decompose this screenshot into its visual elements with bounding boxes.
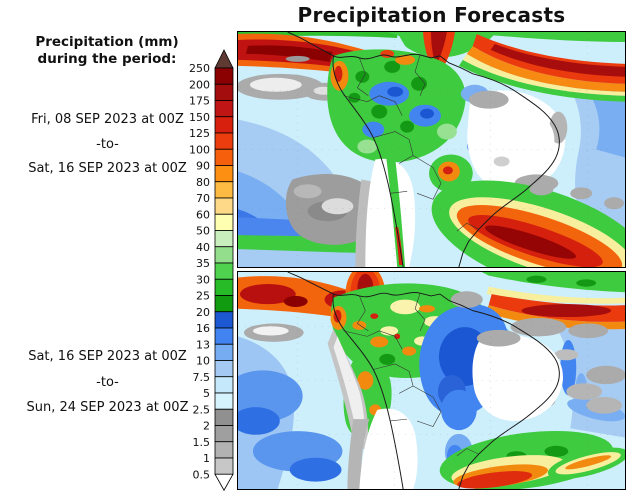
colorbar-tick-label: 2.5 [193, 403, 211, 416]
colorbar-segment [214, 83, 234, 101]
colorbar-segment [214, 441, 234, 459]
colorbar-segment [214, 278, 234, 296]
colorbar-segment [214, 132, 234, 150]
colorbar-tick-label: 80 [196, 176, 210, 189]
forecast-map-2-svg [238, 272, 625, 489]
period1-start: Fri, 08 SEP 2023 at 00Z [31, 112, 184, 127]
colorbar-segment [214, 262, 234, 280]
colorbar-tick-label: 16 [196, 322, 210, 335]
colorbar-segment [214, 457, 234, 475]
sidebar-header-line2: during the period: [37, 51, 177, 67]
colorbar-tick-label: 60 [196, 208, 210, 221]
colorbar-segment [214, 197, 234, 215]
colorbar-tick-label: 90 [196, 160, 210, 173]
pacific-gray-patches-1 [238, 73, 348, 101]
period2-start: Sat, 16 SEP 2023 at 00Z [28, 349, 187, 364]
colorbar-tick-label: 250 [189, 62, 210, 75]
period1-end: Sat, 16 SEP 2023 at 00Z [28, 161, 187, 176]
dry-argentina-2 [327, 329, 418, 489]
graticule-2 [238, 272, 625, 489]
colorbar-segment [214, 295, 234, 313]
colorbar-segment [214, 246, 234, 264]
colorbar-segment [214, 425, 234, 443]
colorbar-tick-label: 100 [189, 143, 210, 156]
colorbar-tick-label: 200 [189, 78, 210, 91]
country-borders-1 [343, 54, 479, 232]
page-title: Precipitation Forecasts [297, 3, 566, 27]
colorbar-segment [214, 230, 234, 248]
colorbar-tick-label: 30 [196, 273, 210, 286]
southeast-rain-band-1 [429, 154, 625, 267]
colorbar-tick-label: 25 [196, 290, 210, 303]
colorbar-tick-label: 35 [196, 257, 210, 270]
colorbar-tick-label: 150 [189, 111, 210, 124]
colorbar-svg: 2502001751501251009080706050403530252016… [189, 49, 234, 492]
colorbar-tick-label: 10 [196, 355, 210, 368]
colorbar-segment [214, 148, 234, 166]
sidebar-header: Precipitation (mm) during the period: [6, 34, 208, 68]
colorbar-segment [214, 213, 234, 231]
colorbar-tick-label: 20 [196, 306, 210, 319]
colorbar-tick-label: 70 [196, 192, 210, 205]
colorbar-tick-label: 13 [196, 338, 210, 351]
period2-separator: -to- [96, 375, 119, 390]
colorbar-segment [214, 360, 234, 378]
colorbar-tick-label: 40 [196, 241, 210, 254]
colorbar-segment [214, 67, 234, 85]
ocean-blue-regions-2 [238, 327, 625, 489]
colorbar-tick-label: 50 [196, 225, 210, 238]
graticule-1 [238, 32, 625, 267]
forecast-map-panel-2 [237, 271, 626, 490]
colorbar-bottom-arrow [214, 473, 234, 492]
pacific-gray-patches-2 [243, 323, 304, 342]
country-borders-2 [343, 293, 479, 457]
forecast-map-1-svg [238, 32, 625, 267]
colorbar-segment [214, 100, 234, 118]
precipitation-colorbar: 250 200 175 150 125 100 90 80 70 60 50 40 35 30 25 20 16… [170, 44, 235, 492]
colorbar-tick-label: 5 [203, 387, 210, 400]
colorbar-segment [214, 392, 234, 410]
period1-separator: -to- [96, 137, 119, 152]
colorbar-segment [214, 408, 234, 426]
forecast-map-panel-1 [237, 31, 626, 268]
colorbar-segment [214, 376, 234, 394]
uruguay-rain-band-2 [439, 430, 625, 489]
colorbar-segment [214, 311, 234, 329]
dry-east-brazil-2 [472, 329, 563, 421]
colorbar-tick-label: 7.5 [193, 371, 211, 384]
colorbar-segment [214, 327, 234, 345]
colorbar-tick-label: 125 [189, 127, 210, 140]
colorbar-tick-label: 175 [189, 95, 210, 108]
colorbar-tick-label: 0.5 [193, 468, 211, 481]
colorbar-tick-label: 1.5 [193, 436, 211, 449]
sidebar-header-line1: Precipitation (mm) [35, 34, 179, 50]
colorbar-segment [214, 181, 234, 199]
colorbar-top-arrow [214, 49, 234, 69]
period2-end: Sun, 24 SEP 2023 at 00Z [26, 400, 189, 415]
colorbar-tick-label: 2 [203, 420, 210, 433]
colorbar-segment [214, 165, 234, 183]
colorbar-segment [214, 343, 234, 361]
atlantic-gray-patches-2 [510, 317, 625, 414]
colorbar-tick-label: 1 [203, 452, 210, 465]
dry-east-brazil-1 [467, 90, 568, 193]
colorbar-segment [214, 116, 234, 134]
